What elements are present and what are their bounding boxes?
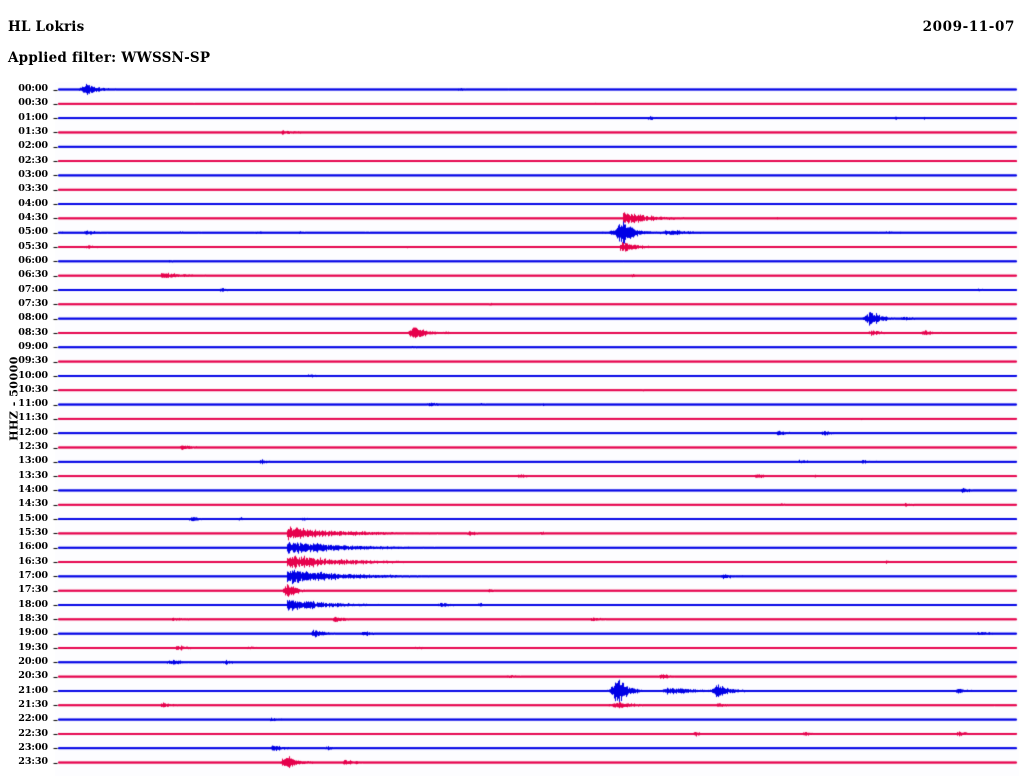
time-tick-label: 09:00: [18, 340, 48, 352]
time-tick-label: 05:00: [18, 226, 48, 238]
time-tick-label: 20:30: [18, 670, 48, 682]
time-tick-label: 23:00: [18, 741, 48, 753]
time-tick-label: 14:30: [18, 498, 48, 510]
time-tick-label: 00:30: [18, 97, 48, 109]
time-tick-label: 16:30: [18, 555, 48, 567]
time-tick-label: 11:30: [18, 412, 48, 424]
time-tick-label: 04:00: [18, 197, 48, 209]
time-tick-label: 08:30: [18, 326, 48, 338]
time-tick-label: 05:30: [18, 240, 48, 252]
time-axis: 00:00 00:30 01:00 01:30 02:00 02:30 03:00 03:30…: [0, 0, 58, 780]
time-tick-label: 13:00: [18, 455, 48, 467]
time-tick-label: 21:30: [18, 698, 48, 710]
time-tick-label: 01:00: [18, 111, 48, 123]
time-tick-label: 18:00: [18, 598, 48, 610]
time-tick-label: 08:00: [18, 312, 48, 324]
time-tick-label: 23:30: [18, 756, 48, 768]
time-tick-label: 19:30: [18, 641, 48, 653]
time-tick-label: 04:30: [18, 211, 48, 223]
time-tick-label: 12:30: [18, 441, 48, 453]
time-tick-label: 02:30: [18, 154, 48, 166]
time-tick-label: 22:00: [18, 713, 48, 725]
time-tick-label: 06:30: [18, 269, 48, 281]
time-tick-label: 13:30: [18, 469, 48, 481]
time-tick-label: 16:00: [18, 541, 48, 553]
time-tick-label: 06:00: [18, 254, 48, 266]
time-tick-label: 12:00: [18, 426, 48, 438]
time-tick-label: 02:00: [18, 140, 48, 152]
time-tick-label: 00:00: [18, 83, 48, 95]
time-tick-label: 01:30: [18, 126, 48, 138]
time-tick-label: 07:30: [18, 297, 48, 309]
time-tick-label: 22:30: [18, 727, 48, 739]
time-tick-label: 17:30: [18, 584, 48, 596]
time-tick-label: 14:00: [18, 484, 48, 496]
time-tick-label: 10:30: [18, 383, 48, 395]
time-tick-label: 17:00: [18, 569, 48, 581]
time-tick-label: 15:30: [18, 527, 48, 539]
time-tick-label: 18:30: [18, 612, 48, 624]
time-tick-label: 10:00: [18, 369, 48, 381]
time-tick-label: 03:30: [18, 183, 48, 195]
time-tick-label: 11:00: [18, 398, 48, 410]
time-tick-label: 07:00: [18, 283, 48, 295]
time-tick-label: 03:00: [18, 169, 48, 181]
time-tick-label: 15:00: [18, 512, 48, 524]
time-tick-label: 21:00: [18, 684, 48, 696]
time-tick-label: 19:00: [18, 627, 48, 639]
time-tick-label: 09:30: [18, 355, 48, 367]
time-tick-label: 20:00: [18, 655, 48, 667]
